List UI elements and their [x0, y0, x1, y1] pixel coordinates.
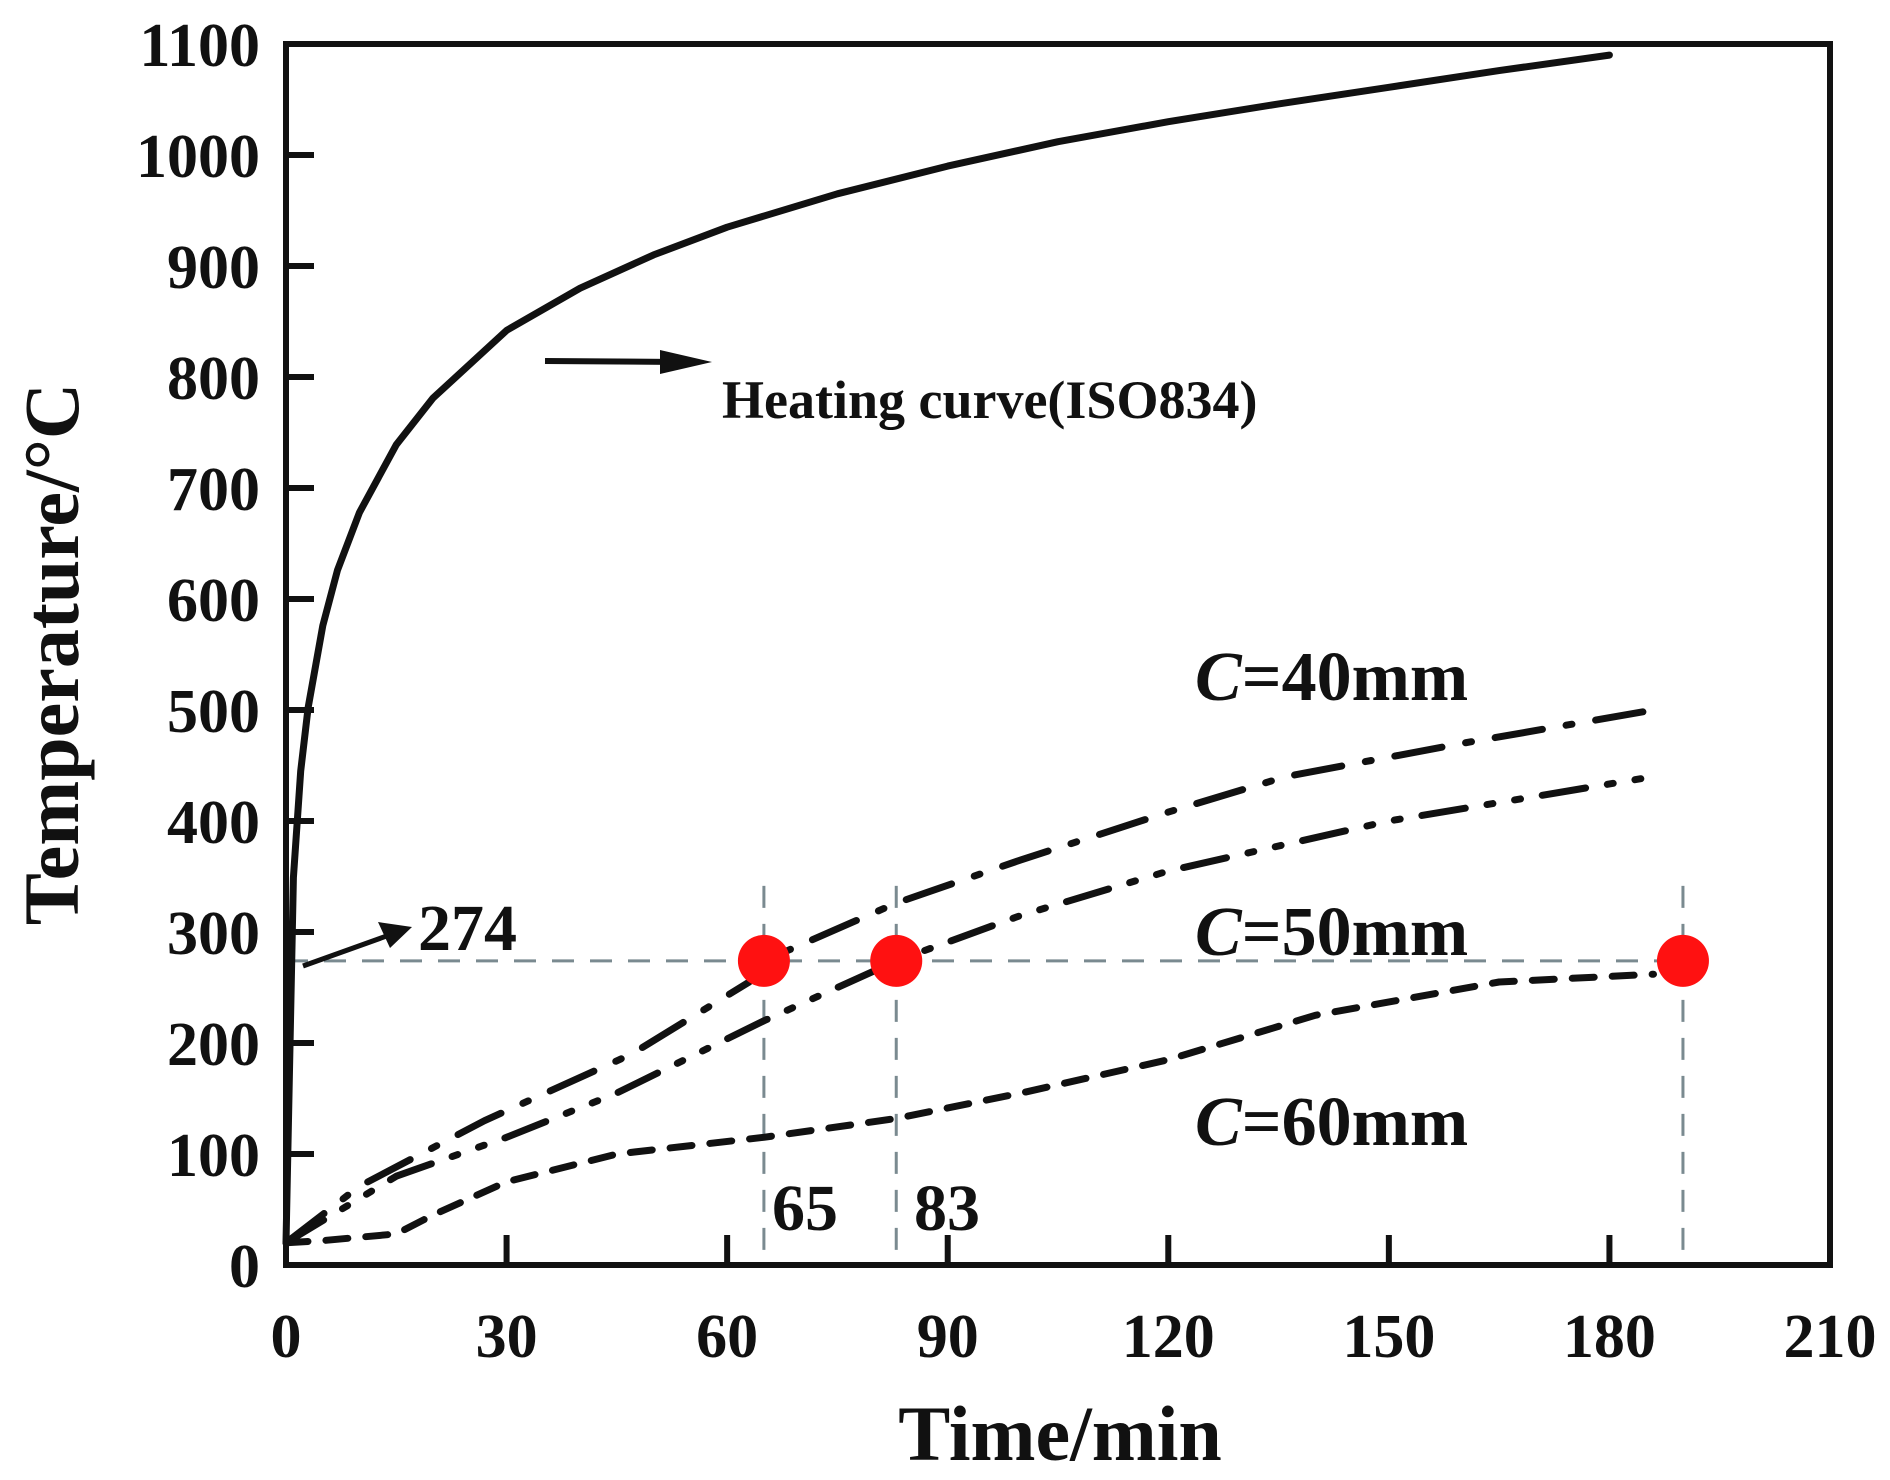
c60-label-c: C [1195, 1084, 1243, 1161]
threshold-arrow-head [378, 922, 412, 948]
series-line-c-60mm [282, 970, 1657, 1247]
threshold-arrow [302, 930, 396, 969]
x-tick-label: 0 [271, 1303, 302, 1371]
x-tick-label: 60 [696, 1303, 758, 1371]
x-axis-title: Time/min [898, 1390, 1222, 1477]
threshold-label: 274 [418, 892, 517, 965]
series-line-c-50mm [282, 773, 1657, 1247]
heating-curve-label: Heating curve(ISO834) [722, 370, 1257, 430]
x-tick-label: 180 [1563, 1303, 1656, 1371]
c50-label-rest: =50mm [1242, 894, 1469, 971]
critical-point-marker [737, 934, 790, 987]
y-tick-label: 600 [167, 567, 260, 635]
c40-label-rest: =40mm [1242, 639, 1469, 716]
series-lines [282, 51, 1657, 1247]
c40-label-c: C [1195, 639, 1243, 716]
y-tick-label: 300 [167, 900, 260, 968]
x-tick-label: 90 [917, 1303, 979, 1371]
y-tick-label: 100 [167, 1122, 260, 1190]
marker-label-83: 83 [914, 1172, 980, 1245]
c60-label-rest: =60mm [1242, 1084, 1469, 1161]
c50-label-c: C [1195, 894, 1243, 971]
marker-label-65: 65 [772, 1172, 838, 1245]
heating-arrow [544, 358, 681, 365]
plot-frame [283, 41, 1833, 1268]
y-axis-title: Temperature/°C [8, 383, 95, 925]
axis-ticks [286, 152, 1613, 1265]
c60-label: C=60mm [1195, 1084, 1468, 1161]
c40-label: C=40mm [1195, 639, 1468, 716]
y-tick-label: 700 [167, 456, 260, 524]
tick-labels: 0 30 60 90 120 150 180 210 0 100 200 300 400 500 600 70… [136, 12, 1877, 1371]
series-line-heating-curve-iso834- [282, 51, 1613, 1247]
y-tick-label: 400 [167, 789, 260, 857]
x-tick-label: 120 [1122, 1303, 1215, 1371]
y-tick-label: 900 [167, 234, 260, 302]
x-tick-label: 30 [476, 1303, 538, 1371]
threshold-annotation: 274 [302, 892, 517, 969]
critical-point-marker [1656, 934, 1709, 987]
y-tick-label: 200 [167, 1011, 260, 1079]
y-tick-label: 500 [167, 678, 260, 746]
heating-annotation: Heating curve(ISO834) [544, 350, 1257, 430]
series-line-c-40mm [282, 706, 1657, 1247]
y-tick-label: 0 [229, 1233, 260, 1301]
c50-label: C=50mm [1195, 894, 1468, 971]
critical-markers [737, 934, 1709, 987]
y-tick-label: 1100 [139, 12, 260, 80]
critical-point-marker [870, 934, 923, 987]
x-tick-label: 210 [1784, 1303, 1877, 1371]
x-tick-label: 150 [1342, 1303, 1435, 1371]
guide-lines [286, 885, 1685, 1265]
y-tick-label: 1000 [136, 123, 260, 191]
heating-arrow-head [660, 350, 712, 374]
y-tick-label: 800 [167, 345, 260, 413]
